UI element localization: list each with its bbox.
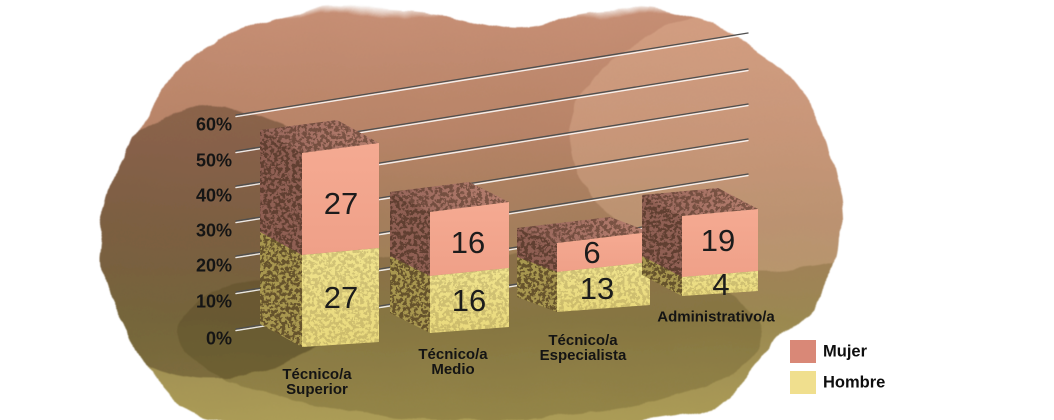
value-label-hombre: 4 <box>712 267 730 302</box>
bar-administrativo <box>642 188 758 296</box>
y-tick-label: 10% <box>195 291 232 312</box>
category-label-tecnico-especialista: Técnico/a Especialista <box>539 332 627 364</box>
value-label-hombre: 13 <box>579 271 615 306</box>
value-label-mujer: 16 <box>450 225 486 260</box>
legend-swatch-hombre <box>790 371 816 394</box>
legend-label-hombre: Hombre <box>823 373 886 392</box>
y-tick-label: 60% <box>195 114 232 135</box>
y-tick-label: 50% <box>195 150 232 171</box>
bar-tecnico-especialista <box>517 217 650 312</box>
value-label-mujer: 6 <box>583 235 601 270</box>
value-label-hombre: 16 <box>451 283 487 318</box>
y-tick-label: 30% <box>195 220 232 241</box>
value-label-mujer: 19 <box>700 223 736 258</box>
y-tick-label: 20% <box>195 255 232 276</box>
value-label-mujer: 27 <box>323 186 359 221</box>
legend-swatch-mujer <box>790 340 816 363</box>
y-tick-label: 40% <box>195 185 232 206</box>
bar-tecnico-superior <box>260 120 379 347</box>
legend-label-mujer: Mujer <box>823 342 868 361</box>
category-label-tecnico-superior: Técnico/a Superior <box>282 366 352 398</box>
value-label-hombre: 27 <box>323 280 359 315</box>
category-label-tecnico-medio: Técnico/a Medio <box>418 346 488 378</box>
bar-tecnico-medio <box>390 182 509 333</box>
y-tick-label: 0% <box>205 328 232 349</box>
category-label-administrativo: Administrativo/a <box>657 308 775 326</box>
